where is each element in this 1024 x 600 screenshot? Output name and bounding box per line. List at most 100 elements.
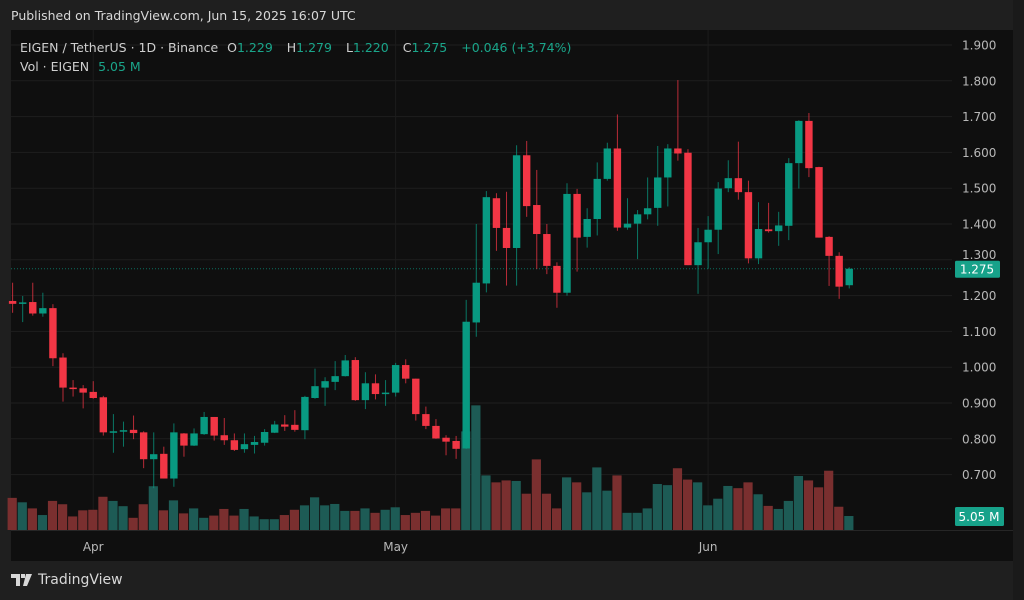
candle-body — [442, 437, 450, 442]
low-value: 1.220 — [352, 40, 389, 55]
candle-body — [522, 155, 531, 207]
volume-bar — [662, 485, 672, 530]
volume-bar — [693, 482, 703, 530]
volume-bar — [189, 508, 199, 530]
volume-bar — [632, 512, 642, 530]
grid — [11, 30, 952, 530]
volume-bar — [108, 500, 118, 530]
low-label: L — [345, 40, 353, 55]
volume-bar — [269, 519, 279, 530]
candle-body — [240, 444, 249, 450]
candle-body — [180, 433, 188, 446]
volume-bar — [824, 470, 834, 530]
candle-body — [512, 155, 521, 248]
candle-body — [825, 236, 833, 256]
candles — [8, 80, 952, 489]
volume-label[interactable]: Vol · EIGEN — [20, 59, 90, 74]
volume-bar — [461, 431, 471, 530]
volume-bar — [814, 487, 824, 530]
candle-body — [835, 255, 843, 287]
y-tick-label: 1.600 — [962, 146, 996, 160]
candle-body — [734, 178, 743, 193]
candle-body — [18, 302, 27, 304]
high-label: H — [286, 40, 297, 55]
candle-body — [402, 365, 410, 379]
volume-bar — [491, 482, 501, 530]
volume-bar — [360, 508, 370, 530]
volume-bar — [47, 500, 58, 530]
candle-body — [291, 424, 299, 430]
volume-bar — [642, 508, 652, 530]
candle-body — [170, 432, 178, 479]
change-value: +0.046 (+3.74%) — [461, 40, 572, 55]
candle-body — [462, 321, 470, 449]
volume-bar — [511, 480, 521, 530]
volume-bar — [723, 485, 733, 530]
volume-bar — [451, 508, 461, 530]
candle-body — [563, 193, 571, 293]
y-tick-label: 1.000 — [962, 361, 996, 375]
last-volume-badge — [955, 507, 1004, 526]
candle-body — [714, 188, 722, 230]
tradingview-logo-icon — [11, 574, 32, 586]
candle-body — [744, 192, 753, 259]
volume-bar — [562, 477, 572, 530]
ohlc-row: EIGEN / TetherUS · 1D · Binance O1.229 H… — [20, 38, 576, 57]
volume-bar — [652, 484, 662, 530]
volume-bar — [289, 509, 300, 530]
candle-body — [109, 431, 118, 433]
candle-body — [472, 282, 480, 323]
candle-body — [69, 387, 77, 390]
candle-body — [674, 148, 682, 154]
candle-body — [311, 386, 319, 398]
volume-bar — [310, 497, 320, 530]
volume-bar — [178, 513, 189, 530]
volume-bar — [390, 507, 400, 530]
volume-bar — [320, 505, 330, 530]
symbol-label[interactable]: EIGEN / TetherUS · 1D · Binance — [20, 40, 219, 55]
candle-body — [210, 416, 218, 436]
volume-bar — [128, 517, 138, 530]
volume-bar — [148, 486, 158, 530]
candle-body — [361, 383, 370, 401]
volume-bar — [783, 500, 793, 530]
candle-body — [583, 218, 591, 237]
footer[interactable]: TradingView — [11, 572, 123, 588]
candle-body — [351, 360, 360, 401]
candle-body — [482, 197, 491, 284]
volume-bar — [209, 515, 219, 530]
candle-body — [754, 229, 763, 259]
volume-bar — [531, 459, 541, 530]
candle-body — [543, 234, 551, 266]
volume-bar — [572, 482, 582, 530]
volume-bar — [400, 515, 410, 530]
candle-body — [684, 152, 692, 266]
volume-bar — [78, 510, 88, 530]
y-tick-label: 1.900 — [962, 39, 996, 53]
candle-body — [230, 440, 239, 450]
volume-bar — [330, 503, 340, 530]
volume-bar — [350, 510, 360, 530]
candle-body — [774, 225, 783, 232]
candle-body — [633, 214, 642, 224]
candle-body — [593, 178, 601, 219]
candle-body — [391, 365, 400, 393]
candle-body — [49, 308, 57, 359]
candle-body — [270, 424, 279, 433]
volume-bar — [299, 505, 310, 530]
volume-bar — [168, 500, 179, 530]
volume-bars — [7, 405, 854, 530]
candle-body — [89, 391, 97, 398]
open-value: 1.229 — [236, 40, 273, 55]
volume-bar — [158, 510, 168, 530]
volume-bar — [199, 517, 209, 530]
candle-body — [432, 425, 440, 439]
candle-body — [613, 148, 622, 228]
volume-bar — [541, 493, 552, 530]
candle-body — [815, 167, 823, 238]
y-tick-label: 1.500 — [962, 182, 996, 196]
volume-bar — [420, 510, 431, 530]
last-volume-label: 5.05 M — [959, 510, 1000, 524]
volume-bar — [733, 488, 743, 530]
